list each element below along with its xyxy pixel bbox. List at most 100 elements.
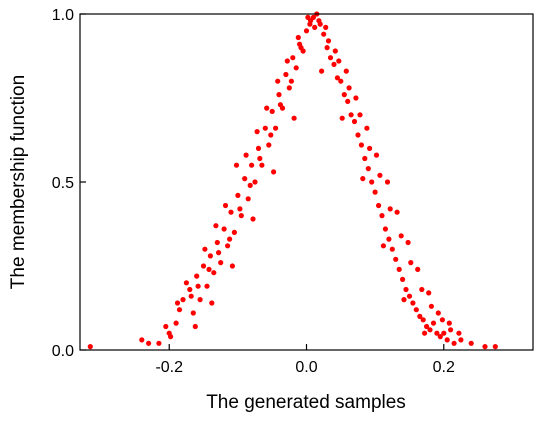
data-point bbox=[202, 246, 208, 252]
data-point bbox=[268, 132, 274, 138]
data-point bbox=[218, 260, 224, 266]
data-point bbox=[364, 125, 370, 131]
data-point bbox=[319, 68, 325, 74]
data-point bbox=[257, 155, 263, 162]
data-point bbox=[458, 337, 464, 343]
data-point bbox=[358, 142, 364, 148]
data-point bbox=[422, 330, 428, 336]
data-point bbox=[222, 202, 229, 209]
data-point bbox=[168, 334, 174, 340]
plot-frame bbox=[79, 13, 534, 351]
data-point bbox=[382, 226, 388, 232]
data-point bbox=[298, 45, 304, 51]
data-point bbox=[255, 145, 262, 151]
data-point bbox=[384, 179, 391, 185]
data-point bbox=[406, 293, 413, 299]
data-point bbox=[284, 58, 290, 64]
data-point bbox=[379, 213, 385, 219]
data-point bbox=[325, 38, 332, 44]
data-point bbox=[273, 125, 279, 131]
data-point bbox=[428, 303, 434, 309]
data-point bbox=[321, 31, 327, 37]
data-point bbox=[427, 327, 433, 333]
data-point bbox=[417, 313, 423, 319]
data-point bbox=[393, 256, 399, 262]
data-point bbox=[303, 28, 310, 34]
data-point bbox=[227, 236, 233, 242]
data-point bbox=[380, 243, 386, 249]
data-point bbox=[446, 320, 452, 326]
data-point bbox=[386, 236, 392, 242]
data-point bbox=[242, 176, 248, 182]
data-point bbox=[207, 253, 213, 259]
data-point bbox=[387, 206, 393, 212]
data-point bbox=[357, 112, 363, 118]
data-point bbox=[200, 263, 207, 269]
data-point bbox=[492, 344, 498, 350]
data-point bbox=[312, 24, 318, 30]
data-point bbox=[233, 162, 240, 168]
data-point bbox=[323, 24, 329, 30]
data-point bbox=[204, 283, 210, 289]
data-point bbox=[434, 330, 440, 336]
data-point bbox=[444, 337, 450, 343]
data-point bbox=[187, 286, 193, 293]
data-point bbox=[430, 320, 437, 326]
data-point bbox=[345, 98, 351, 104]
y-tick-label: 1.0 bbox=[52, 7, 74, 24]
data-point bbox=[87, 344, 93, 350]
data-point bbox=[288, 78, 294, 84]
data-point bbox=[341, 92, 347, 98]
data-point bbox=[229, 263, 235, 269]
data-point bbox=[355, 132, 361, 138]
x-tick-label: 0.0 bbox=[295, 359, 317, 376]
data-point bbox=[360, 176, 366, 182]
data-point bbox=[277, 102, 283, 108]
data-point bbox=[408, 260, 414, 266]
data-point bbox=[451, 340, 457, 346]
data-point bbox=[291, 115, 297, 121]
data-point bbox=[197, 297, 203, 303]
data-point bbox=[237, 206, 243, 212]
data-point bbox=[195, 283, 201, 289]
data-point bbox=[156, 340, 162, 346]
data-point bbox=[448, 327, 454, 333]
data-point bbox=[209, 300, 215, 306]
data-point bbox=[334, 75, 340, 81]
data-point bbox=[216, 250, 222, 256]
data-point bbox=[290, 55, 296, 61]
data-point bbox=[373, 152, 380, 158]
axis-ticks: -0.2 0.0 0.2 0.0 0.5 1.0 bbox=[52, 7, 455, 376]
data-point bbox=[221, 226, 227, 232]
data-point bbox=[424, 323, 430, 330]
data-point bbox=[339, 115, 345, 121]
data-point bbox=[343, 68, 349, 74]
data-point bbox=[398, 233, 404, 239]
data-point bbox=[231, 229, 237, 235]
data-point bbox=[441, 330, 447, 336]
data-point bbox=[190, 310, 196, 316]
data-point bbox=[351, 118, 358, 125]
y-tick-label: 0.0 bbox=[52, 343, 74, 360]
data-point bbox=[316, 18, 322, 24]
data-point bbox=[389, 246, 395, 252]
data-point bbox=[213, 223, 219, 229]
data-point bbox=[305, 14, 311, 20]
data-point bbox=[183, 280, 189, 286]
data-point bbox=[324, 45, 330, 51]
data-point bbox=[271, 169, 277, 175]
data-point bbox=[331, 61, 337, 67]
data-point bbox=[283, 71, 289, 78]
data-point bbox=[439, 317, 445, 323]
data-point bbox=[247, 182, 253, 188]
data-point bbox=[435, 310, 441, 316]
data-point bbox=[420, 317, 426, 323]
scatter-points bbox=[87, 11, 498, 350]
data-point bbox=[346, 85, 352, 91]
data-point bbox=[415, 266, 421, 272]
data-point bbox=[336, 58, 342, 64]
data-point bbox=[174, 300, 181, 306]
data-point bbox=[286, 85, 292, 91]
data-point bbox=[262, 125, 268, 131]
data-point bbox=[180, 297, 186, 303]
